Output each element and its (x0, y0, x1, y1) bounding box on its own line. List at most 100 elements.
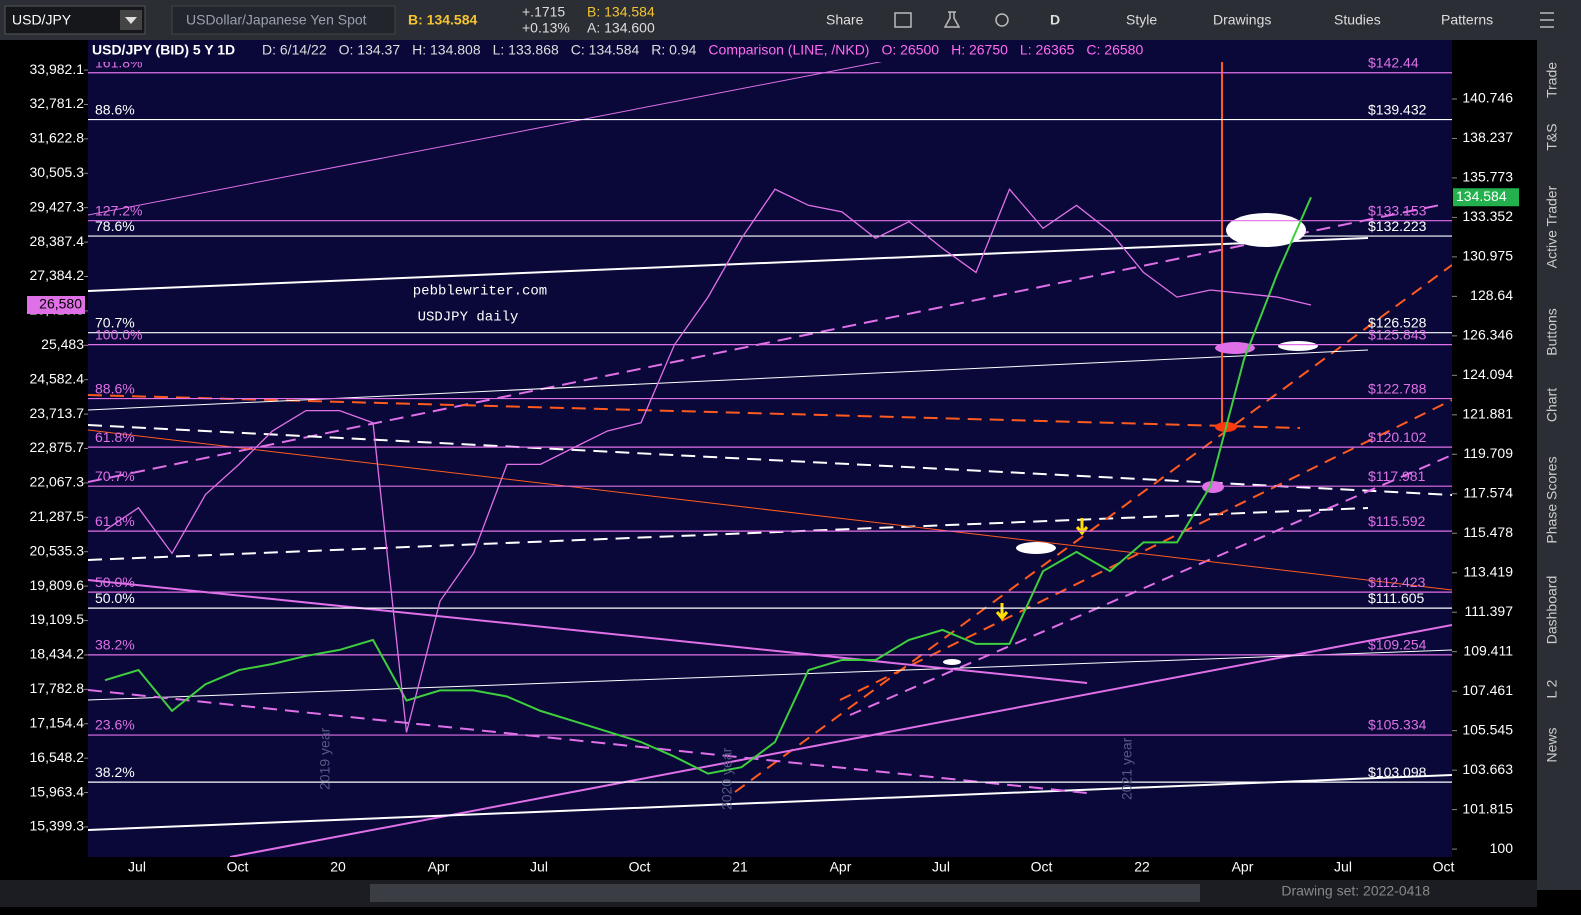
price-line (104, 188, 1312, 733)
fib-percent: 78.6% (95, 218, 135, 234)
button[interactable]: D (1050, 12, 1060, 28)
fib-percent: 70.7% (95, 468, 135, 484)
fib-percent: 50.0% (95, 590, 135, 606)
y-tick-label: 128.64 (1470, 287, 1513, 303)
fib-percent: 127.2% (95, 202, 142, 218)
bid: B: 134.584 (408, 12, 477, 28)
fib-price: $120.102 (1368, 429, 1427, 445)
y2-tick-label: 23,713.7 (30, 405, 85, 421)
y-tick-label: 121.881 (1462, 406, 1513, 422)
y-tick-label: 113.419 (1463, 563, 1513, 579)
y2-tick-label: 32,781.2 (30, 95, 85, 111)
last-price: 134.584 (1456, 188, 1507, 204)
y2-tick-label: 17,154.4 (30, 714, 85, 730)
fib-percent: 61.8% (95, 513, 135, 529)
comparison-field: C: 26580 (1086, 42, 1143, 58)
side-panel (1537, 40, 1581, 890)
button[interactable]: Studies (1334, 12, 1381, 28)
side-tab[interactable]: News (1544, 727, 1560, 762)
button[interactable]: Patterns (1441, 12, 1493, 28)
side-tab[interactable]: L 2 (1544, 679, 1560, 698)
x-tick-label: Oct (629, 859, 651, 875)
header-field: H: 134.808 (412, 42, 481, 58)
y-tick-label: 130.975 (1462, 248, 1513, 264)
comparison-tag (27, 295, 85, 314)
fib-price: $142.44 (1368, 54, 1419, 70)
y2-tick-label: 24,582.4 (30, 370, 85, 386)
y2-tick-label: 27,384.2 (30, 267, 85, 283)
y2-tick-label: 33,982.1 (30, 61, 85, 77)
toolbar-icons (894, 11, 1554, 28)
y-tick-label: 138.237 (1462, 129, 1513, 145)
fib-price: $112.423 (1368, 574, 1426, 590)
side-tab[interactable]: Dashboard (1544, 576, 1560, 645)
y-tick-label: 140.746 (1462, 90, 1513, 106)
ask-small: A: 134.600 (587, 20, 655, 36)
comparison-label: Comparison (LINE, /NKD) (708, 42, 869, 58)
fib-price: $122.788 (1368, 380, 1427, 396)
fib-percent: 50.0% (95, 574, 135, 590)
y2-tick-label: 28,387.4 (30, 233, 85, 249)
side-tab[interactable]: Trade (1544, 62, 1560, 98)
fib-percent: 38.2% (95, 637, 135, 653)
fib-percent: 88.6% (95, 101, 135, 117)
scroll-thumb[interactable] (370, 884, 1200, 902)
x-tick-label: 20 (330, 859, 346, 875)
fib-price: $105.334 (1368, 717, 1427, 733)
symbol: USD/JPY (12, 12, 72, 28)
fib-price: $139.432 (1368, 101, 1427, 117)
fib-price: $103.098 (1368, 764, 1427, 780)
side-tab[interactable]: Active Trader (1544, 185, 1560, 268)
last-price-tag (1453, 188, 1519, 207)
x-tick-label: Oct (1433, 859, 1455, 875)
y-tick-label: 119.709 (1463, 445, 1513, 461)
y-tick-label: 105.545 (1462, 721, 1513, 737)
y2-tick-label: 18,434.2 (30, 646, 85, 662)
x-tick-label: 22 (1134, 859, 1150, 875)
side-tab[interactable]: Phase Scores (1544, 456, 1560, 543)
side-tab[interactable]: Buttons (1544, 308, 1560, 355)
y2-tick-label: 17,782.8 (30, 680, 85, 696)
comparison-field: O: 26500 (881, 42, 939, 58)
y2-tick-label: 22,875.7 (30, 439, 85, 455)
y2-tick-label: 20,535.3 (30, 542, 85, 558)
y2-tick-label: 15,963.4 (30, 783, 85, 799)
y-tick-label: 103.663 (1462, 761, 1513, 777)
y-tick-label: 126.346 (1462, 327, 1513, 343)
header-field: L: 133.868 (493, 42, 559, 58)
y-tick-label: 133.352 (1462, 208, 1513, 224)
y2-tick-label: 19,809.6 (30, 577, 85, 593)
y-tick-label: 111.397 (1464, 603, 1513, 619)
year-mark: 2020 year (719, 747, 735, 810)
watermark: pebblewriter.com (413, 284, 547, 300)
y-tick-label: 100 (1490, 840, 1514, 856)
fib-price: $115.592 (1368, 513, 1426, 529)
comparison-field: L: 26365 (1020, 42, 1075, 58)
x-tick-label: Apr (428, 859, 450, 875)
button[interactable]: Style (1126, 12, 1157, 28)
description-box (171, 5, 396, 35)
price-line (104, 196, 1312, 775)
fib-price: $117.981 (1368, 468, 1426, 484)
side-tab[interactable]: Chart (1544, 388, 1560, 422)
y2-tick-label: 29,427.3 (30, 198, 85, 214)
drawing-set: Drawing set: 2022-0418 (1281, 883, 1430, 899)
y2-tick-label: 16,548.2 (30, 749, 85, 765)
button[interactable]: Drawings (1213, 12, 1271, 28)
y2-tick-label: 30,505.3 (30, 164, 85, 180)
button[interactable]: Share (826, 12, 864, 28)
y-tick-label: 115.478 (1463, 524, 1513, 540)
x-tick-label: Apr (1232, 859, 1254, 875)
fib-price: $133.153 (1368, 202, 1427, 218)
fib-price: $132.223 (1368, 218, 1427, 234)
fib-price: $125.843 (1368, 326, 1427, 342)
y-tick-label: 124.094 (1462, 366, 1513, 382)
fib-percent: 23.6% (95, 717, 135, 733)
y2-tick-label: 25,483 (41, 336, 84, 352)
header-field: R: 0.94 (651, 42, 696, 58)
y-tick-label: 101.815 (1462, 800, 1513, 816)
side-tab[interactable]: T&S (1544, 123, 1560, 150)
fib-percent: 38.2% (95, 764, 135, 780)
fib-price: $111.605 (1368, 590, 1425, 606)
description: USDollar/Japanese Yen Spot (186, 12, 367, 28)
